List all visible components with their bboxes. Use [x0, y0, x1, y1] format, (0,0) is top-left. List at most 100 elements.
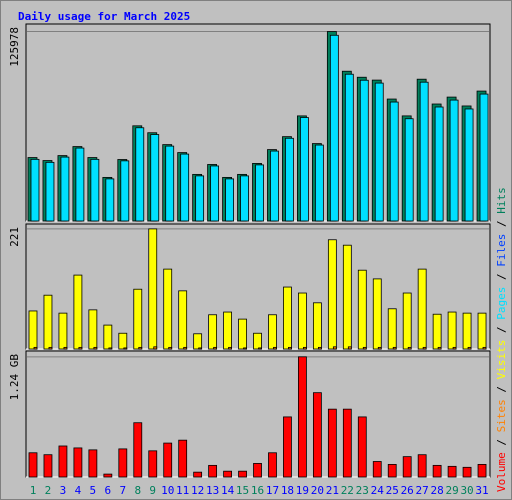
bar [58, 445, 68, 478]
bar [387, 308, 397, 350]
x-tick-label: 7 [119, 484, 126, 497]
bar [238, 318, 247, 350]
bar [58, 312, 68, 350]
x-tick-label: 28 [431, 484, 444, 497]
bar [449, 99, 459, 222]
bar [60, 156, 70, 222]
bar [78, 346, 83, 350]
bar [168, 346, 173, 350]
bar [477, 463, 487, 478]
bar [45, 161, 55, 222]
bar [163, 268, 173, 350]
bar [88, 449, 98, 478]
bar [342, 244, 352, 350]
x-tick-label: 16 [251, 484, 264, 497]
bar [90, 158, 100, 222]
x-tick-label: 19 [296, 484, 309, 497]
bar [255, 164, 264, 222]
bar [93, 346, 98, 350]
bar [133, 422, 143, 478]
x-tick-label: 14 [221, 484, 235, 497]
bar [432, 464, 442, 478]
legend-entry: Visits [495, 340, 508, 380]
bar [165, 145, 175, 222]
bar [103, 473, 113, 478]
bar [243, 347, 247, 350]
bar [178, 290, 188, 350]
x-tick-label: 17 [266, 484, 279, 497]
x-tick-label: 26 [401, 484, 414, 497]
bar [452, 346, 457, 350]
bar [372, 461, 382, 478]
bar [300, 117, 309, 222]
bar [63, 346, 68, 350]
bar [317, 346, 322, 350]
bar [148, 450, 158, 478]
legend-separator: / [495, 320, 508, 340]
bar [432, 313, 442, 350]
chart-title: Daily usage for March 2025 [18, 10, 190, 23]
bar [268, 452, 277, 478]
bar [312, 302, 322, 350]
bar [228, 346, 232, 350]
bar [467, 346, 472, 350]
bar [434, 106, 444, 222]
legend: Volume / Sites / Visits / Pages / Files … [495, 187, 508, 492]
x-tick-label: 4 [75, 484, 82, 497]
bar [195, 175, 205, 222]
bar [447, 311, 457, 350]
bar [253, 463, 262, 478]
bar [329, 34, 339, 222]
x-tick-label: 6 [105, 484, 112, 497]
y-tick-label: 1.24 GB [8, 354, 21, 401]
x-tick-label: 20 [311, 484, 324, 497]
bar [417, 454, 427, 478]
bar [213, 346, 218, 350]
legend-separator: / [495, 214, 508, 234]
bar [258, 347, 262, 350]
bar [153, 346, 158, 350]
bar [135, 127, 145, 222]
bar [314, 144, 324, 222]
bar [28, 310, 38, 350]
bar [253, 332, 262, 350]
bar [148, 228, 158, 350]
bar [273, 346, 277, 350]
x-tick-label: 5 [90, 484, 97, 497]
bar [447, 465, 457, 478]
bar [288, 346, 292, 350]
bar [303, 346, 307, 350]
bar [270, 150, 279, 222]
bar [389, 101, 399, 222]
x-tick-label: 18 [281, 484, 294, 497]
bar [347, 346, 352, 350]
bar [183, 346, 188, 350]
y-tick-label: 221 [8, 227, 21, 247]
bar [298, 356, 307, 478]
x-tick-label: 29 [445, 484, 458, 497]
bar [120, 160, 130, 222]
bar [372, 278, 382, 350]
legend-entry: Hits [495, 187, 508, 214]
x-tick-label: 21 [326, 484, 339, 497]
bar [118, 448, 128, 478]
bar [407, 346, 412, 350]
bar [417, 268, 427, 350]
bar [477, 312, 487, 350]
bar [462, 466, 472, 478]
bar [28, 452, 38, 478]
bar [123, 347, 128, 350]
bar [359, 79, 369, 222]
bar [225, 178, 234, 222]
bar [283, 416, 292, 478]
panel [25, 223, 491, 350]
bar [357, 416, 367, 478]
bar [342, 408, 352, 478]
legend-entry: Files [495, 234, 508, 267]
legend-separator: / [495, 379, 508, 399]
x-tick-label: 11 [176, 484, 189, 497]
x-tick-label: 2 [45, 484, 52, 497]
bar [283, 286, 292, 350]
x-tick-label: 31 [475, 484, 488, 497]
